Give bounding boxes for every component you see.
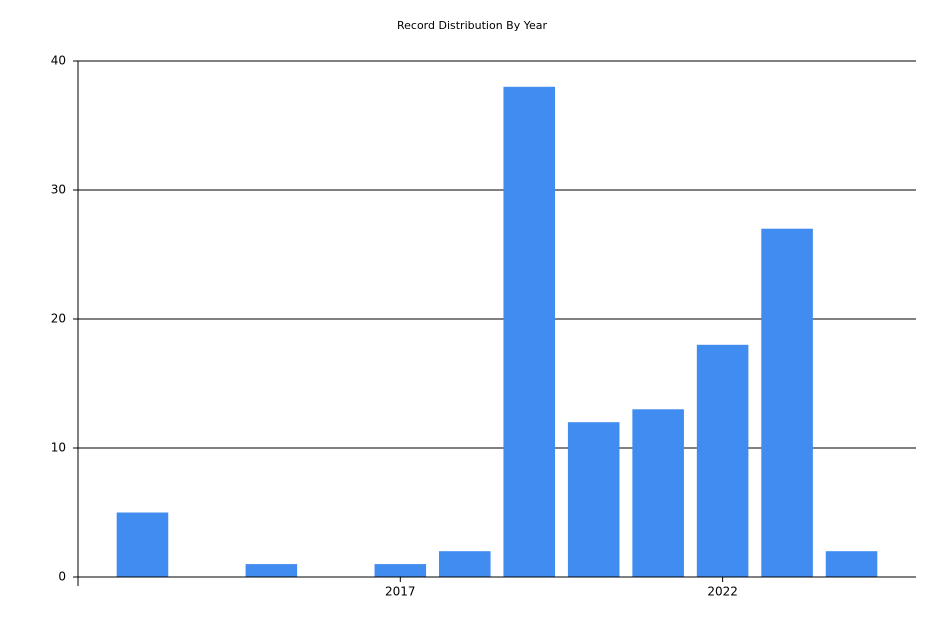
bar xyxy=(503,86,556,578)
bar xyxy=(825,551,878,577)
chart-title: Record Distribution By Year xyxy=(397,19,547,32)
y-tick-label: 20 xyxy=(51,312,66,326)
y-tick-label: 40 xyxy=(51,54,66,68)
y-tick-label: 0 xyxy=(58,570,66,584)
bar xyxy=(245,564,298,577)
y-tick-label: 30 xyxy=(51,183,66,197)
bar xyxy=(567,422,620,577)
bar xyxy=(116,512,169,577)
x-tick-label: 2022 xyxy=(707,585,738,599)
bar xyxy=(761,228,813,577)
bar xyxy=(438,551,491,577)
bar xyxy=(696,344,749,577)
bar xyxy=(632,409,684,577)
x-tick-label: 2017 xyxy=(385,585,416,599)
bar xyxy=(374,564,427,577)
y-tick-label: 10 xyxy=(51,441,66,455)
